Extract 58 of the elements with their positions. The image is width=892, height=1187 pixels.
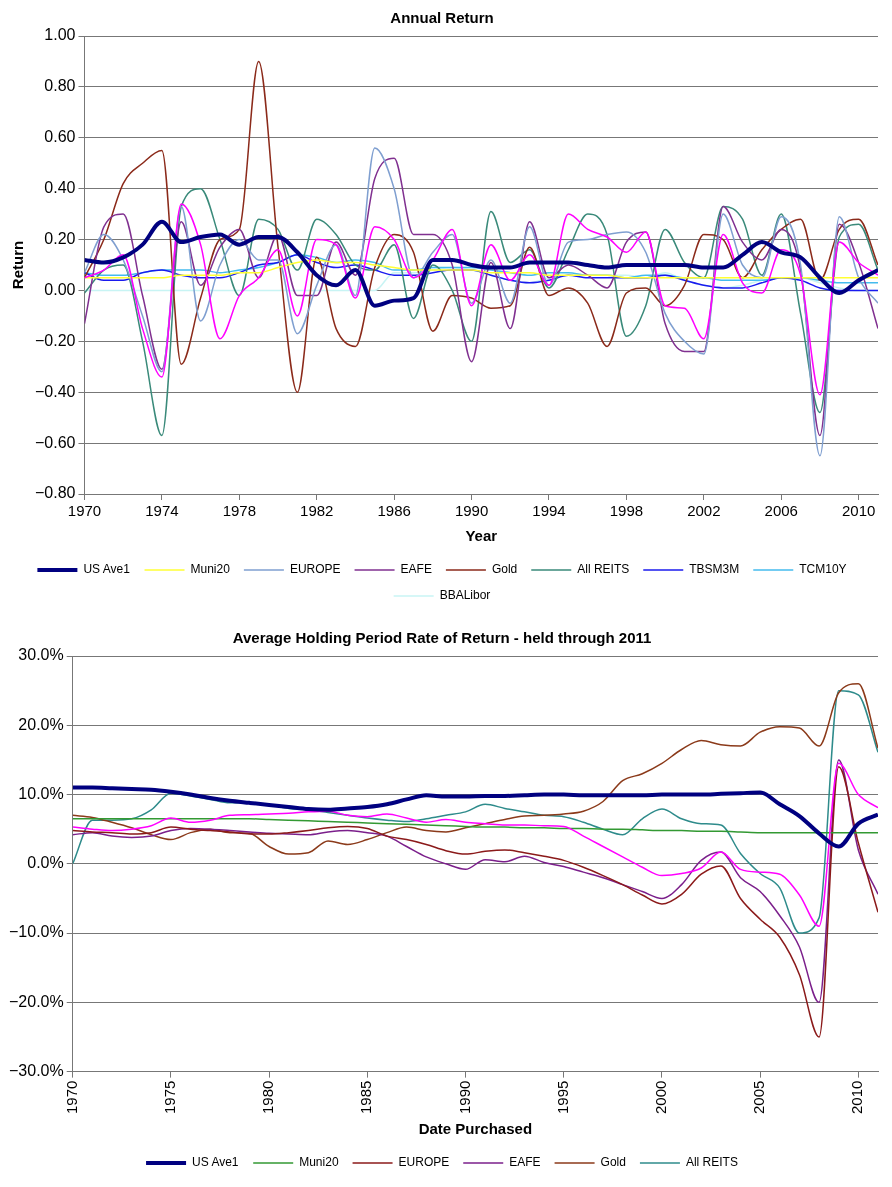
y-tick-label: 0.00	[44, 280, 76, 298]
x-tick-label: 2010	[848, 1080, 866, 1115]
x-axis-title: Year	[465, 527, 498, 545]
y-tick-label: 0.60	[44, 128, 76, 146]
y-tick-label: −10.0%	[8, 923, 64, 941]
legend-label: EUROPE	[289, 562, 341, 577]
x-axis-title: Date Purchased	[418, 1120, 533, 1138]
y-tick-label: −0.80	[35, 484, 76, 502]
y-axis-title: Return	[9, 240, 27, 290]
x-tick-label: 1970	[67, 502, 102, 520]
x-tick-label: 1986	[377, 502, 411, 520]
y-tick-label: −0.20	[35, 331, 76, 349]
y-tick-label: 1.00	[44, 26, 76, 44]
legend-label: US Ave1	[83, 562, 131, 577]
legend-label: Muni20	[299, 1155, 339, 1170]
y-tick-label: 0.0%	[27, 854, 64, 872]
y-tick-label: 10.0%	[18, 784, 64, 802]
line-series	[72, 818, 878, 834]
legend-label: Muni20	[190, 562, 231, 577]
x-tick-label: 1994	[532, 502, 566, 520]
x-tick-label: 2000	[652, 1080, 670, 1115]
x-tick-label: 1980	[259, 1080, 277, 1115]
legend-label: All REITS	[685, 1155, 738, 1170]
x-tick-label: 1982	[300, 502, 334, 520]
x-tick-label: 1998	[609, 502, 644, 520]
y-tick-label: −30.0%	[8, 1062, 64, 1080]
x-tick-label: 1990	[454, 502, 489, 520]
legend-label: Gold	[600, 1155, 626, 1170]
legend-label: BBALibor	[439, 588, 491, 603]
x-tick-label: 2005	[750, 1080, 768, 1115]
y-tick-label: −20.0%	[8, 992, 64, 1010]
x-tick-label: 1974	[145, 502, 179, 520]
y-tick-label: 0.40	[44, 179, 76, 197]
x-tick-label: 2010	[841, 502, 876, 520]
x-tick-label: 1995	[553, 1080, 571, 1115]
legend-label: US Ave1	[192, 1155, 239, 1170]
x-tick-label: 1978	[222, 502, 256, 520]
legend-label: EAFE	[509, 1155, 541, 1170]
y-tick-label: −0.60	[35, 433, 76, 451]
y-tick-label: 30.0%	[18, 646, 64, 664]
legend-label: TCM10Y	[799, 562, 847, 577]
x-tick-label: 2006	[764, 502, 798, 520]
legend-label: EUROPE	[398, 1155, 450, 1170]
chart-title: Average Holding Period Rate of Return - held through 2011	[232, 629, 652, 647]
chart-title: Annual Return	[390, 9, 494, 27]
x-tick-label: 1990	[455, 1080, 473, 1115]
x-tick-label: 1985	[357, 1080, 375, 1115]
legend-label: TBSM3M	[689, 562, 740, 577]
x-tick-label: 1975	[161, 1080, 179, 1115]
x-tick-label: 2002	[687, 502, 721, 520]
legend-label: EAFE	[400, 562, 432, 577]
legend-label: Gold	[491, 562, 518, 577]
y-tick-label: 20.0%	[18, 715, 64, 733]
y-tick-label: 0.80	[44, 77, 76, 95]
legend-label: All REITS	[577, 562, 630, 577]
y-tick-label: −0.40	[35, 382, 76, 400]
y-tick-label: 0.20	[44, 229, 76, 247]
x-tick-label: 1970	[62, 1080, 80, 1115]
